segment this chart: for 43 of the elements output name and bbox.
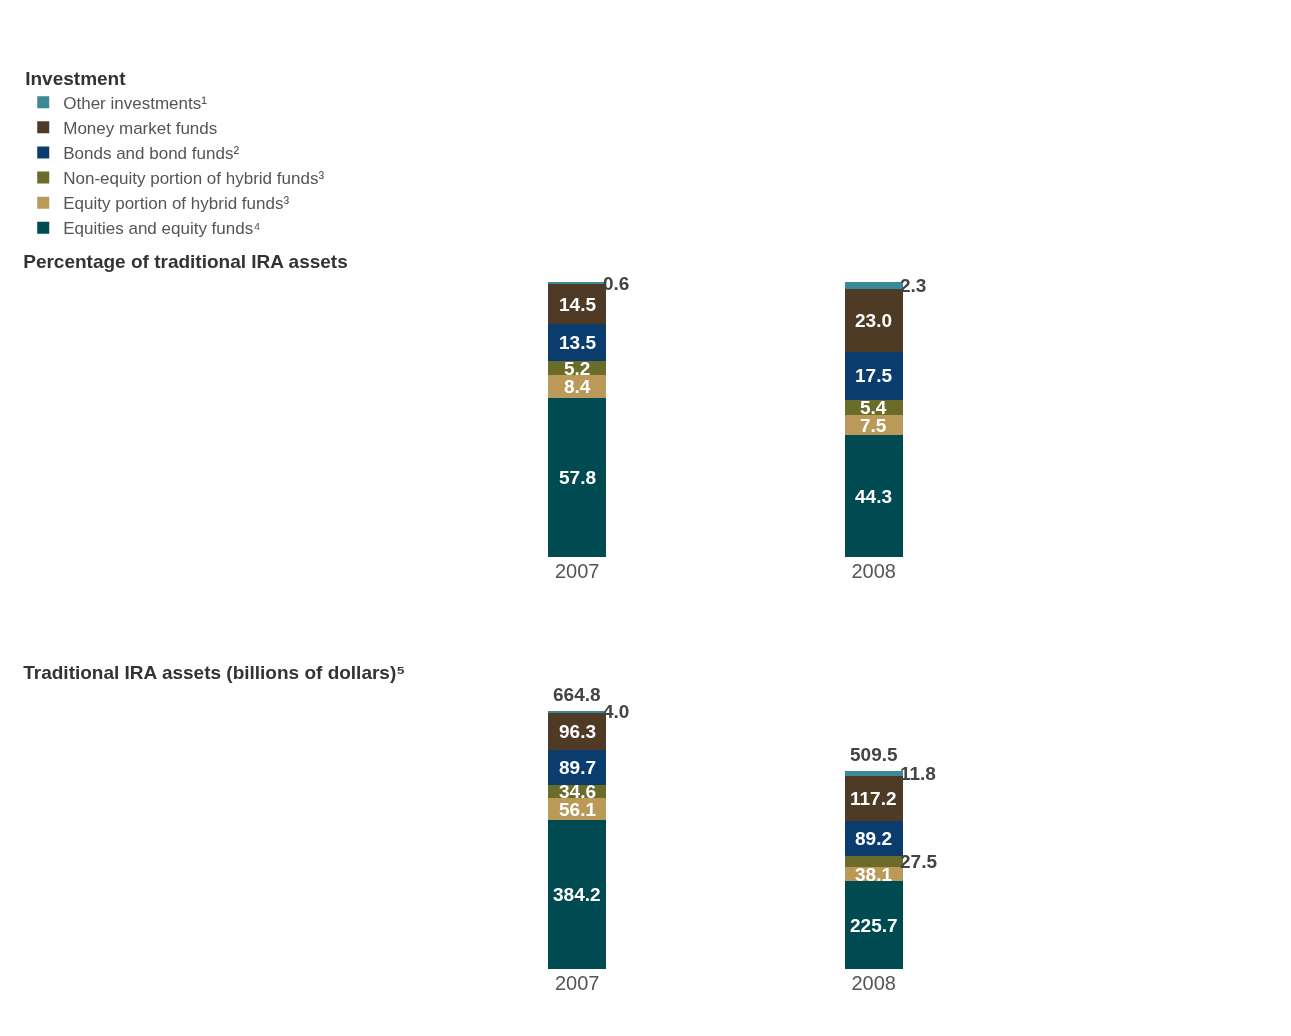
data-label: 34.6 xyxy=(559,781,596,802)
data-label: 7.5 xyxy=(860,415,887,436)
x-tick-label: 2007 xyxy=(555,972,600,994)
data-label: 0.6 xyxy=(603,273,630,294)
legend-label: Bonds and bond funds² xyxy=(63,144,240,164)
legend-title: Investment xyxy=(25,67,127,89)
legend-label: Non-equity portion of hybrid funds³ xyxy=(63,169,325,189)
data-label: 89.7 xyxy=(559,757,596,778)
bar xyxy=(548,398,607,557)
data-label: 13.5 xyxy=(559,332,597,353)
data-label: 4.0 xyxy=(603,701,630,722)
data-label: 384.2 xyxy=(553,884,601,905)
data-label: 38.1 xyxy=(855,864,893,885)
total-label: 664.8 xyxy=(553,684,601,705)
data-label: 8.4 xyxy=(564,376,591,397)
legend-label: Money market funds xyxy=(63,118,218,138)
bar xyxy=(844,881,903,969)
bar xyxy=(844,435,903,557)
data-label: 56.1 xyxy=(559,799,597,820)
data-label: 117.2 xyxy=(850,788,897,809)
data-label: 5.2 xyxy=(564,358,591,379)
bar xyxy=(844,771,903,776)
x-tick-label: 2008 xyxy=(851,972,896,994)
data-label: 89.2 xyxy=(855,828,892,849)
data-label: 11.8 xyxy=(900,763,936,784)
total-label: 509.5 xyxy=(850,744,898,765)
data-label: 44.3 xyxy=(855,486,892,507)
data-label: 5.4 xyxy=(860,397,887,418)
text: Percentage of traditional IRA assets xyxy=(23,250,348,272)
text: Traditional IRA assets (billions of dollars)⁵ xyxy=(23,661,406,683)
data-label: 14.5 xyxy=(559,294,597,315)
data-label: 57.8 xyxy=(559,467,596,488)
data-label: 23.0 xyxy=(855,310,892,331)
data-label: 17.5 xyxy=(855,365,893,386)
legend-label: Equities and equity funds⁴ xyxy=(63,219,261,239)
x-tick-label: 2007 xyxy=(555,560,600,582)
bar xyxy=(548,819,607,969)
legend-label: Equity portion of hybrid funds³ xyxy=(63,194,290,214)
bar xyxy=(844,351,903,400)
x-tick-label: 2008 xyxy=(851,560,896,582)
data-label: 96.3 xyxy=(559,721,596,742)
legend-label: Other investments¹ xyxy=(63,93,208,113)
data-label: 225.7 xyxy=(850,915,898,936)
